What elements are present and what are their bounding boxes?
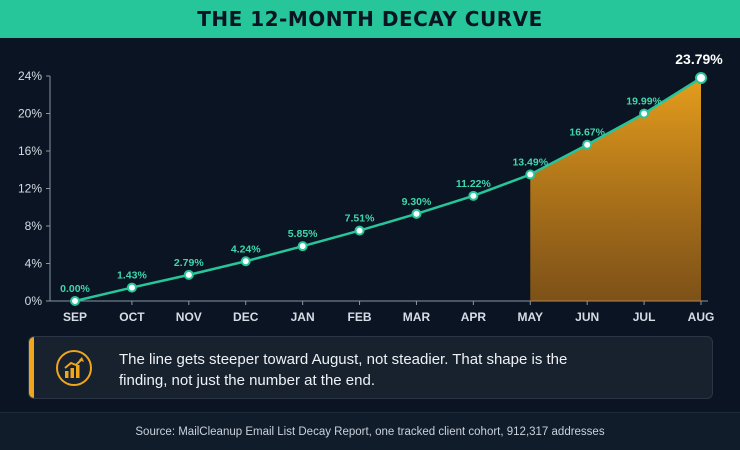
y-tick-label: 24%	[18, 69, 42, 83]
data-point	[582, 139, 593, 150]
insight-callout: The line gets steeper toward August, not…	[28, 336, 713, 399]
y-tick-label: 12%	[18, 182, 42, 196]
data-label: 11.22%	[456, 178, 492, 190]
data-point	[468, 190, 479, 201]
data-label: 4.24%	[231, 243, 261, 255]
x-tick-label: APR	[461, 310, 487, 324]
title-bar: THE 12-MONTH DECAY CURVE	[0, 0, 740, 38]
x-tick-label: FEB	[348, 310, 372, 324]
data-label: 2.79%	[174, 257, 204, 269]
x-tick-label: SEP	[63, 310, 87, 324]
x-tick-label: NOV	[176, 310, 202, 324]
data-point	[411, 208, 422, 219]
data-label: 23.79%	[675, 51, 723, 67]
data-point	[639, 108, 650, 119]
x-tick-label: JUL	[633, 310, 656, 324]
x-tick-label: OCT	[119, 310, 145, 324]
y-tick-label: 20%	[18, 107, 42, 121]
data-points	[70, 71, 707, 306]
x-tick-label: AUG	[688, 310, 715, 324]
x-axis: SEP OCT NOV DEC JAN FEB MAR APR MAY JUN JUL AUG	[50, 300, 715, 324]
footer: Source: MailCleanup Email List Decay Rep…	[0, 412, 740, 450]
data-label: 16.67%	[569, 127, 605, 139]
page-title: THE 12-MONTH DECAY CURVE	[197, 7, 543, 31]
decay-line-chart: 0% 4% 8% 12% 16% 20% 24% SEP OCT NOV DEC JAN FEB MAR…	[18, 51, 723, 324]
callout-text: The line gets steeper toward August, not…	[119, 351, 568, 389]
data-label: 7.51%	[345, 213, 375, 225]
source-note: Source: MailCleanup Email List Decay Rep…	[135, 425, 605, 438]
data-label: 5.85%	[288, 228, 318, 240]
data-point	[354, 225, 365, 236]
y-tick-label: 16%	[18, 144, 42, 158]
data-point	[695, 71, 707, 84]
series-line-path	[74, 76, 702, 303]
x-tick-label: MAY	[517, 310, 543, 324]
y-tick-label: 4%	[25, 257, 43, 271]
x-tick-label: MAR	[403, 310, 431, 324]
callout-accent-bar	[29, 337, 34, 398]
data-label: 1.43%	[117, 270, 147, 282]
x-tick-label: JUN	[575, 310, 599, 324]
x-tick-label: JAN	[291, 310, 315, 324]
x-tick-label: DEC	[233, 310, 259, 324]
data-labels: 0.00% 1.43% 2.79% 4.24% 5.85% 7.51% 9.30% 11.22…	[60, 51, 723, 295]
data-label: 19.99%	[626, 96, 662, 108]
y-tick-label: 8%	[25, 219, 43, 233]
data-point	[126, 282, 137, 293]
data-point	[183, 269, 194, 280]
data-label: 13.49%	[512, 157, 548, 169]
data-point	[240, 256, 251, 267]
y-axis: 0% 4% 8% 12% 16% 20% 24%	[18, 69, 51, 308]
highlight-area-fill	[530, 77, 701, 301]
highlight-area	[530, 77, 701, 301]
y-tick-label: 0%	[25, 294, 43, 308]
data-label: 0.00%	[60, 283, 90, 295]
data-point	[525, 169, 536, 180]
series-line	[74, 76, 702, 303]
chart-growth-icon	[55, 349, 93, 387]
data-label: 9.30%	[402, 196, 432, 208]
data-point	[70, 296, 80, 306]
data-point	[297, 241, 308, 252]
